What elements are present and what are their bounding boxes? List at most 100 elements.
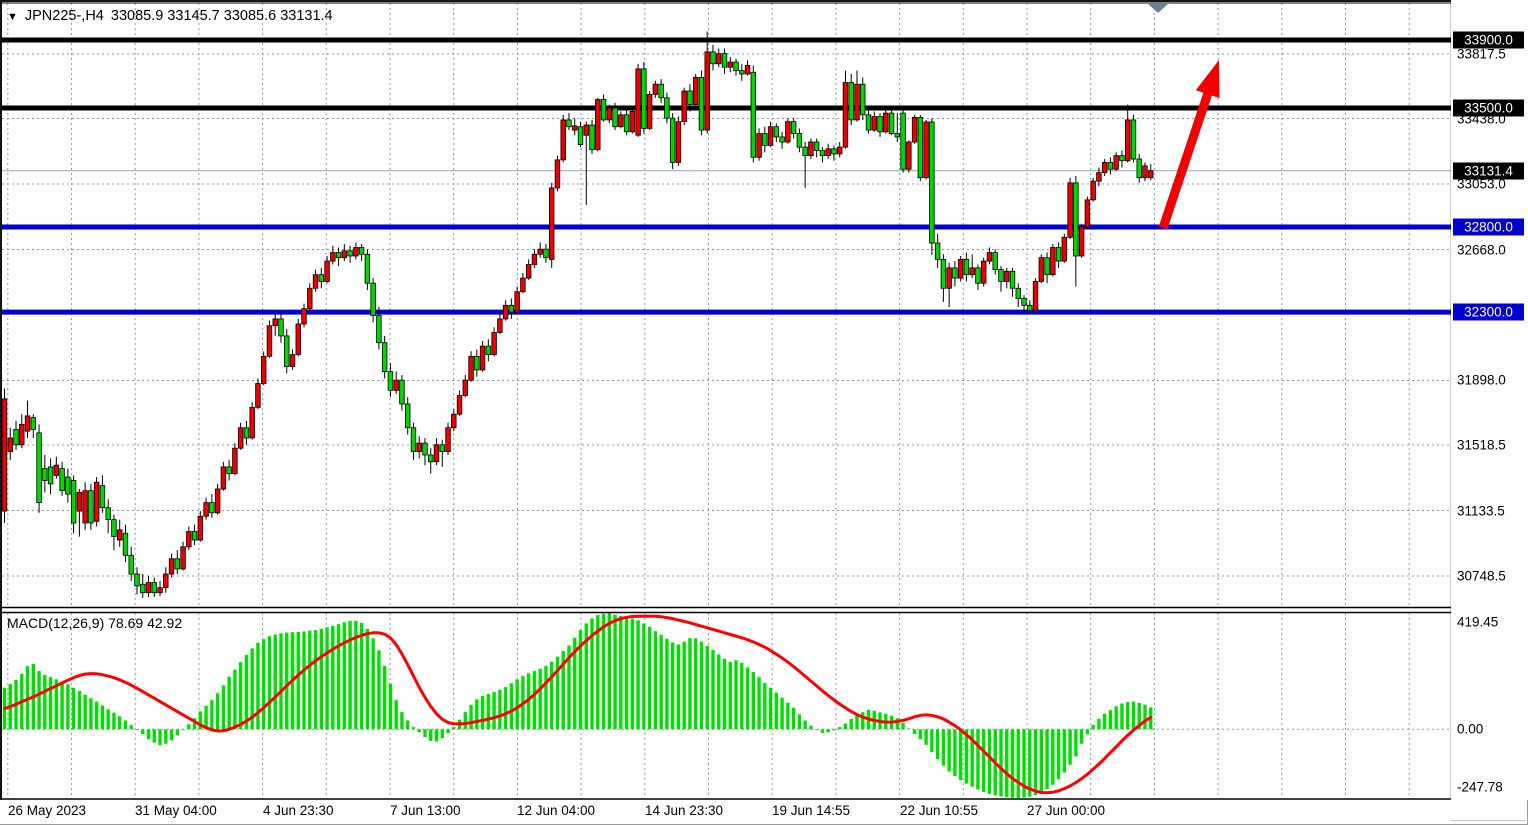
macd-histogram-bar xyxy=(763,682,767,730)
macd-indicator-label: MACD(12,26,9) 78.69 42.92 xyxy=(7,615,183,631)
candle-up xyxy=(825,148,831,157)
macd-histogram-bar xyxy=(630,618,635,730)
price-tick-label: 31133.5 xyxy=(1457,503,1505,518)
candle-down xyxy=(13,429,19,446)
candle-down xyxy=(917,116,924,179)
macd-histogram-bar xyxy=(181,729,185,731)
price-badge: 33500.0 xyxy=(1453,99,1524,117)
candle-up xyxy=(1148,170,1154,179)
macd-histogram-bar xyxy=(48,677,53,730)
macd-histogram-bar xyxy=(83,694,87,730)
macd-histogram-bar xyxy=(377,650,381,730)
macd-histogram-bar xyxy=(717,654,721,730)
candle-up xyxy=(675,121,682,163)
macd-histogram-bar xyxy=(1074,729,1078,757)
macd-histogram-bar xyxy=(1010,729,1015,798)
candle-down xyxy=(128,554,134,575)
candle-down xyxy=(929,121,935,244)
candle-down xyxy=(779,136,785,143)
macd-histogram-bar xyxy=(141,729,145,735)
candle-down xyxy=(658,83,664,99)
candle-up xyxy=(266,325,273,357)
macd-histogram-bar xyxy=(728,661,732,730)
macd-histogram-bar xyxy=(273,634,277,730)
candle-up xyxy=(767,126,774,146)
candle-up xyxy=(157,587,163,594)
candle-down xyxy=(773,126,780,138)
time-label: 27 Jun 00:00 xyxy=(1027,803,1106,818)
macd-histogram-bar xyxy=(653,631,658,730)
macd-histogram-bar xyxy=(1097,718,1101,730)
macd-histogram-bar xyxy=(607,613,611,730)
macd-histogram-bar xyxy=(1056,729,1061,780)
macd-histogram-bar xyxy=(123,720,128,730)
candle-down xyxy=(140,583,146,594)
candle-down xyxy=(99,485,106,509)
macd-histogram-bar xyxy=(982,729,986,792)
macd-histogram-bar xyxy=(215,693,220,730)
macd-histogram-bar xyxy=(440,729,444,739)
candle-up xyxy=(704,51,710,131)
candle-up xyxy=(727,61,733,68)
macd-histogram-bar xyxy=(676,644,681,730)
macd-histogram-bar xyxy=(371,638,375,730)
macd-histogram-bar xyxy=(469,704,473,730)
candle-down xyxy=(975,267,981,284)
macd-tick-label: 0.00 xyxy=(1457,721,1484,737)
macd-histogram-bar xyxy=(1062,729,1067,773)
candle-down xyxy=(284,335,290,367)
candle-down xyxy=(47,466,54,485)
macd-histogram-bar xyxy=(388,683,393,730)
price-tick-label: 31518.5 xyxy=(1457,437,1506,453)
macd-histogram-bar xyxy=(814,729,819,731)
candle-up xyxy=(145,582,152,594)
candle-down xyxy=(42,468,48,481)
candle-up xyxy=(1084,199,1091,228)
candle-up xyxy=(560,119,566,161)
candle-up xyxy=(249,406,255,439)
candle-up xyxy=(433,444,440,463)
macd-histogram-bar xyxy=(100,705,105,730)
macd-histogram-bar xyxy=(987,729,992,794)
macd-histogram-bar xyxy=(279,633,283,730)
candle-up xyxy=(168,558,175,575)
candle-up xyxy=(981,260,987,284)
time-label: 7 Jun 13:00 xyxy=(390,803,461,818)
candle-down xyxy=(376,315,382,344)
macd-histogram-bar xyxy=(561,651,565,730)
macd-histogram-bar xyxy=(947,729,951,772)
macd-histogram-bar xyxy=(204,705,208,730)
candle-up xyxy=(93,481,100,522)
candle-up xyxy=(324,260,330,282)
price-badge: 33900.0 xyxy=(1453,31,1524,49)
macd-histogram-bar xyxy=(861,712,865,730)
candle-up xyxy=(341,250,348,259)
macd-histogram-bar xyxy=(336,624,341,730)
candle-up xyxy=(911,116,918,143)
macd-histogram-bar xyxy=(308,630,312,730)
macd-histogram-bar xyxy=(705,645,709,730)
candle-down xyxy=(404,403,411,429)
macd-histogram-bar xyxy=(849,719,853,730)
candle-up xyxy=(214,488,221,514)
time-label: 4 Jun 23:30 xyxy=(263,803,334,818)
macd-histogram-bar xyxy=(77,691,82,730)
candle-down xyxy=(796,133,803,148)
candle-up xyxy=(946,267,952,289)
macd-histogram-bar xyxy=(1016,729,1020,798)
candle-up xyxy=(445,427,451,452)
candle-down xyxy=(65,476,71,495)
macd-signal-line xyxy=(3,614,1153,795)
macd-histogram-bar xyxy=(60,681,64,730)
macd-histogram-bar xyxy=(774,692,779,730)
macd-histogram-bar xyxy=(578,630,583,730)
macd-histogram-bar xyxy=(331,625,335,730)
candle-up xyxy=(416,442,422,452)
candle-up xyxy=(1004,270,1010,282)
macd-histogram-bar xyxy=(935,729,940,760)
macd-histogram-bar xyxy=(89,698,93,730)
macd-histogram-bar xyxy=(1068,729,1072,765)
candle-up xyxy=(197,515,204,541)
candle-down xyxy=(105,507,111,521)
candle-down xyxy=(30,417,36,430)
